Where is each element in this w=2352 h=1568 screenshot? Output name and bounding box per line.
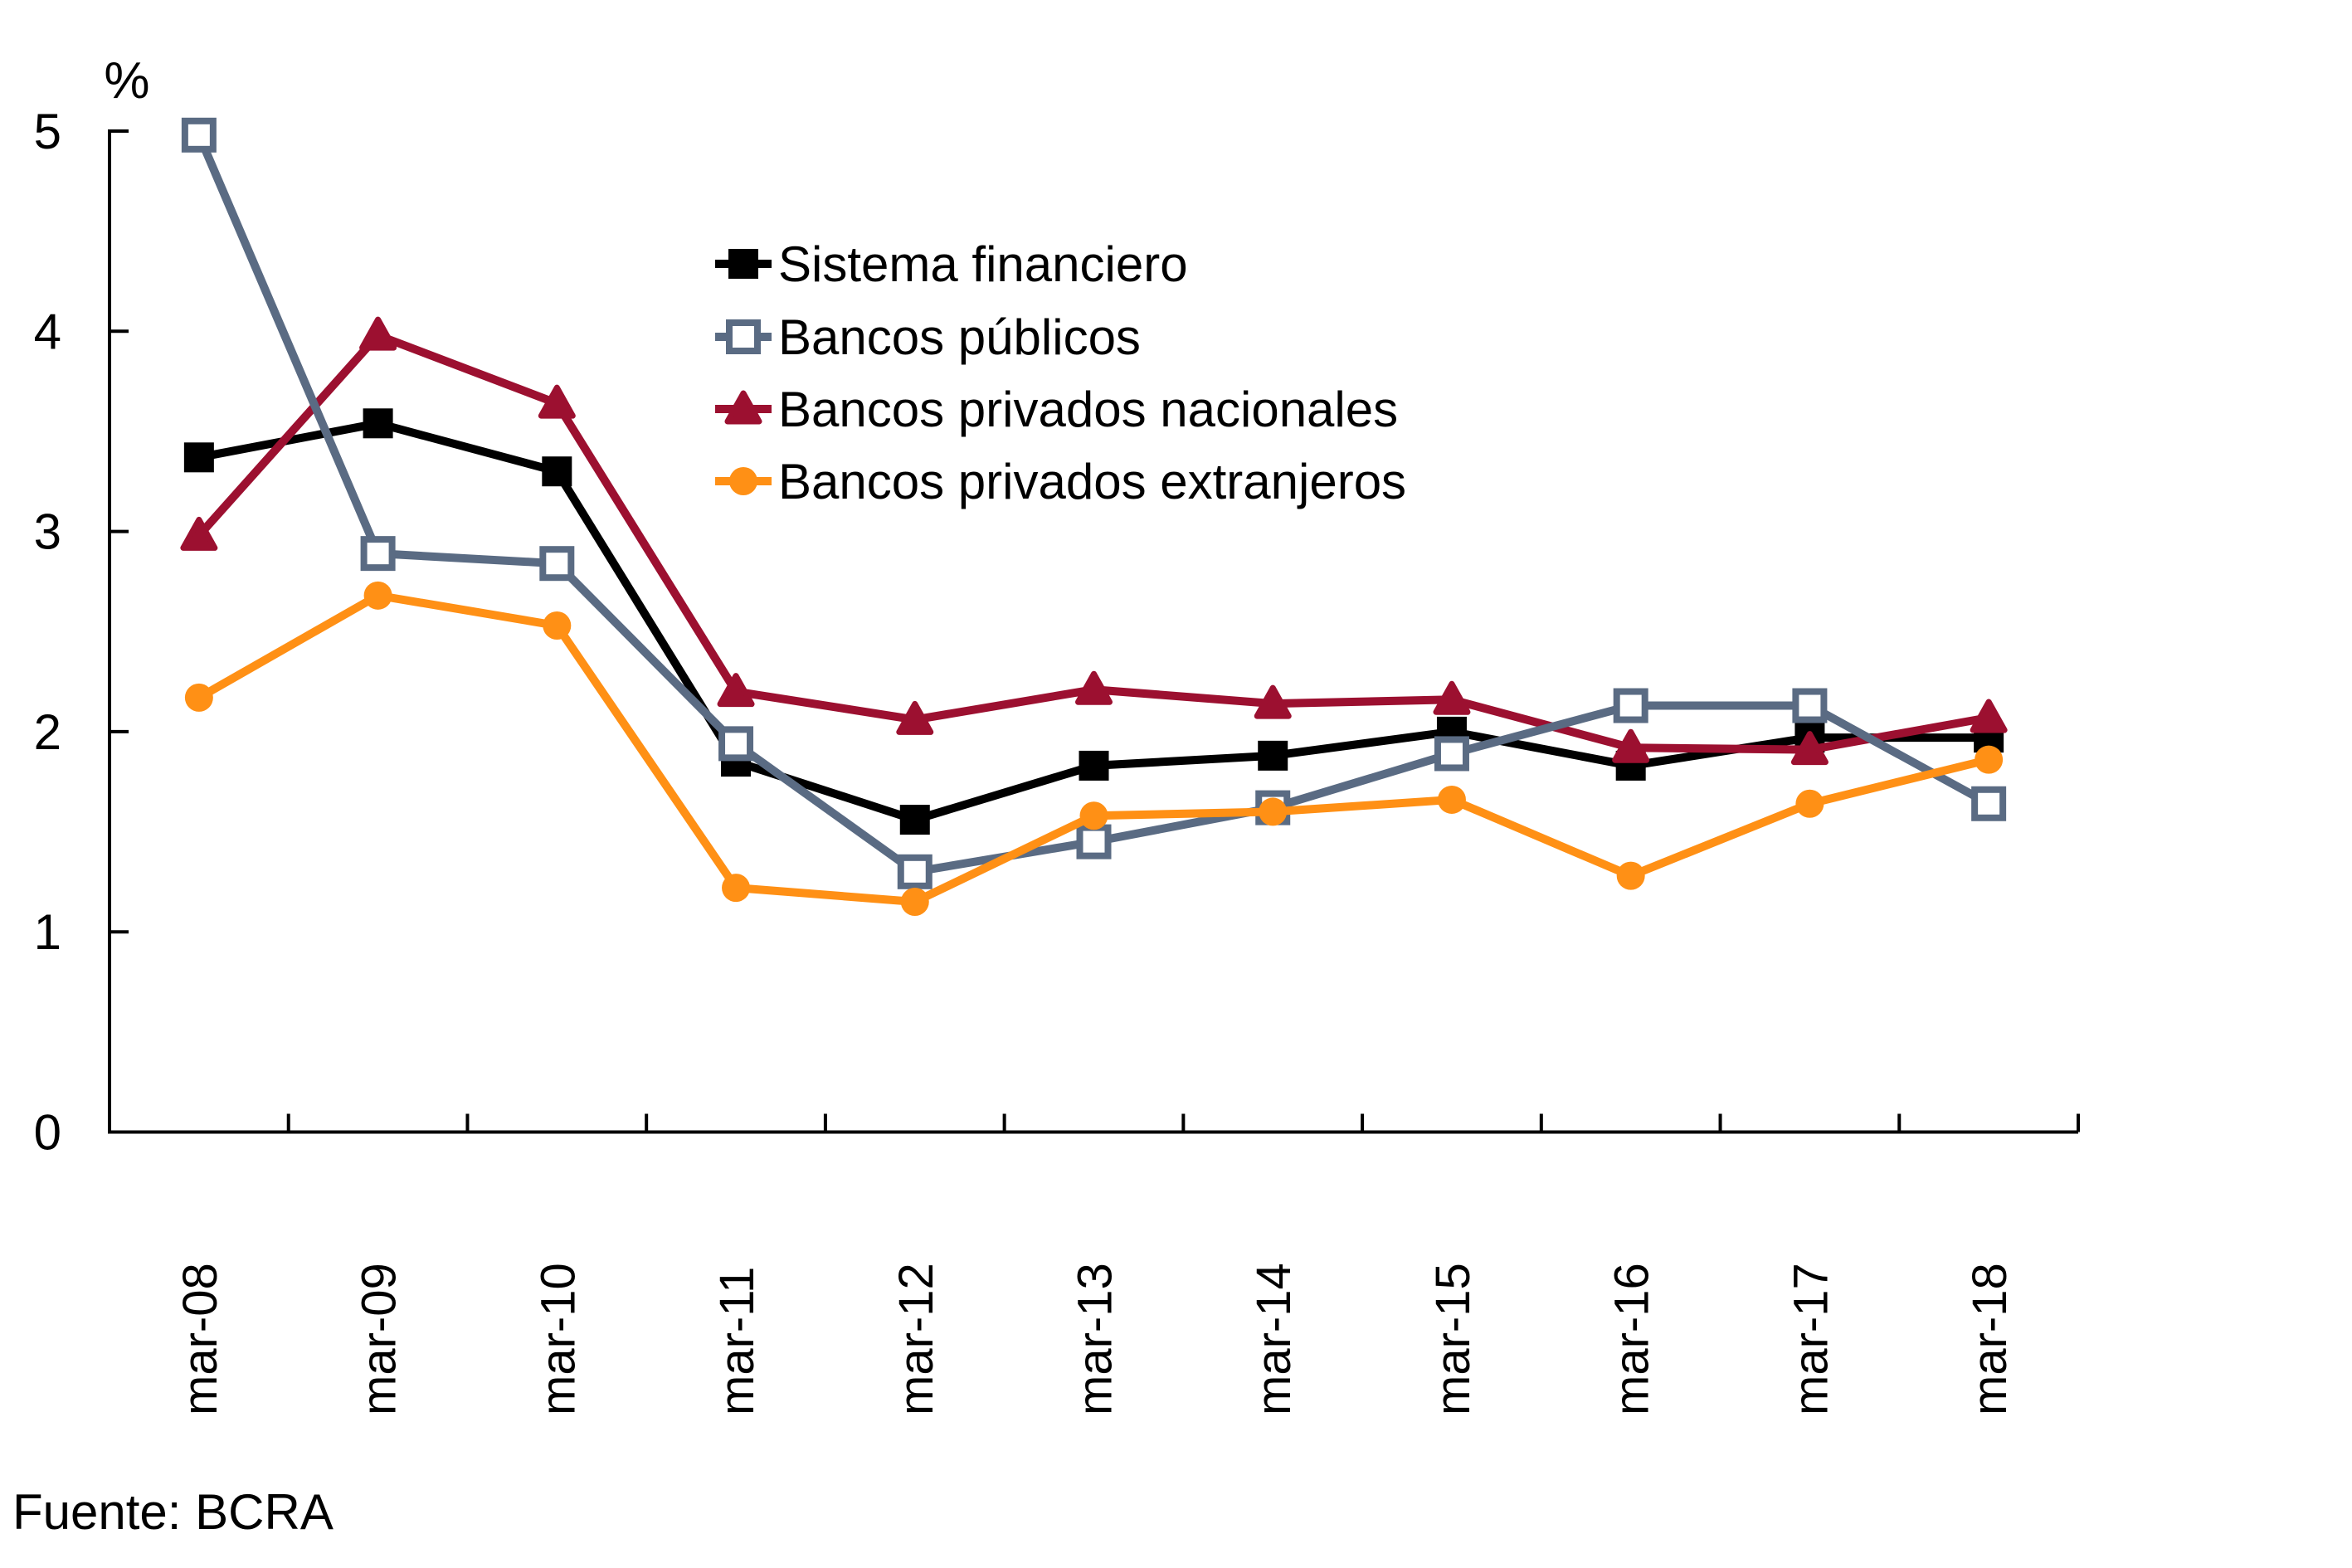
legend-label: Bancos públicos (778, 309, 1141, 365)
data-point-marker (181, 117, 217, 153)
y-tick-label: 0 (34, 1105, 61, 1161)
data-point-marker (1971, 786, 2007, 821)
data-point-marker (900, 888, 929, 917)
x-tick-label: mar-09 (353, 1263, 407, 1415)
data-point-marker (1613, 688, 1648, 723)
data-point-marker (183, 442, 214, 473)
y-tick-label: 5 (34, 104, 61, 159)
y-tick-label: 4 (34, 304, 61, 359)
y-tick-label: 2 (34, 704, 61, 760)
series-bancos-privados-nacionales (180, 316, 2008, 766)
data-point-marker (722, 874, 751, 903)
data-point-marker (542, 456, 572, 487)
data-point-marker (1079, 801, 1108, 830)
x-tick-label: mar-16 (1605, 1263, 1659, 1415)
data-point-marker (1437, 785, 1466, 814)
data-point-marker (728, 249, 758, 279)
data-point-marker (1076, 824, 1112, 859)
data-point-marker (359, 316, 397, 351)
legend-label: Bancos privados extranjeros (778, 454, 1406, 509)
x-tick-label: mar-14 (1247, 1263, 1301, 1415)
data-point-marker (363, 408, 393, 439)
data-point-marker (1975, 745, 2004, 774)
plot-series (180, 117, 2008, 917)
data-point-marker (538, 384, 576, 419)
data-point-marker (717, 673, 755, 708)
data-point-marker (1970, 699, 2008, 733)
legend: Sistema financiero Bancos públicos Bancos … (715, 236, 1406, 509)
data-point-marker (184, 683, 213, 712)
legend-item-bancos-privados-extranjeros: Bancos privados extranjeros (715, 454, 1406, 509)
data-point-marker (724, 390, 762, 425)
x-tick-label: mar-17 (1784, 1263, 1838, 1415)
data-point-marker (1790, 731, 1829, 766)
x-tick-label: mar-10 (531, 1263, 585, 1415)
x-tick-label: mar-11 (710, 1267, 764, 1415)
legend-item-bancos-privados-nacionales: Bancos privados nacionales (715, 382, 1398, 437)
x-tick-label: mar-12 (889, 1263, 943, 1415)
data-point-marker (718, 726, 754, 762)
data-point-marker (543, 611, 572, 640)
data-point-marker (1079, 750, 1109, 781)
y-axis-unit-label: % (104, 52, 149, 110)
legend-label: Bancos privados nacionales (778, 382, 1398, 437)
data-point-marker (729, 467, 757, 495)
data-point-marker (1792, 688, 1828, 723)
data-point-marker (1612, 728, 1650, 763)
data-point-marker (1434, 736, 1469, 772)
data-point-marker (539, 546, 575, 582)
y-tick-label: 3 (34, 504, 61, 560)
data-point-marker (897, 854, 933, 889)
legend-label: Sistema financiero (778, 236, 1188, 292)
data-point-marker (1258, 740, 1288, 771)
data-point-marker (1795, 789, 1824, 818)
x-tick-label: mar-18 (1963, 1263, 2017, 1415)
data-point-marker (1433, 680, 1471, 715)
data-point-marker (1075, 670, 1113, 705)
y-tick-label: 1 (34, 904, 61, 960)
data-point-marker (363, 581, 392, 610)
legend-item-sistema-financiero: Sistema financiero (715, 236, 1188, 292)
axes: 0 1 2 3 4 5 mar-08 mar-09 mar-10 mar-11 mar-12 mar-… (34, 104, 2080, 1415)
legend-item-bancos-publicos: Bancos públicos (715, 309, 1141, 365)
data-point-marker (726, 319, 761, 354)
data-point-marker (899, 805, 930, 835)
data-point-marker (1259, 797, 1288, 826)
x-tick-label: mar-15 (1426, 1263, 1480, 1415)
x-tick-label: mar-13 (1069, 1263, 1122, 1415)
series-bancos-privados-extranjeros (184, 581, 2004, 917)
data-point-marker (180, 516, 218, 551)
data-point-marker (896, 700, 934, 735)
data-point-marker (360, 536, 396, 572)
data-point-marker (1616, 861, 1645, 890)
x-tick-label: mar-08 (173, 1263, 227, 1415)
source-note: Fuente: BCRA (12, 1484, 334, 1540)
data-point-marker (1254, 684, 1292, 719)
